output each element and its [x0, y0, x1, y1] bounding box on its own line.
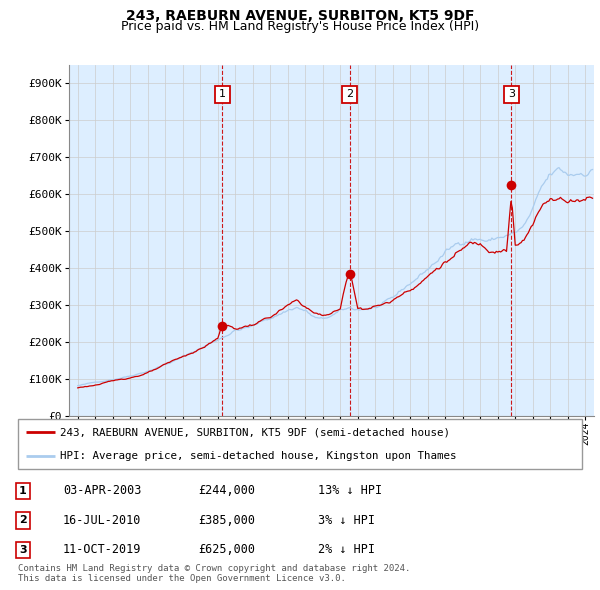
- Text: 3: 3: [508, 90, 515, 100]
- Text: 11-OCT-2019: 11-OCT-2019: [63, 543, 142, 556]
- Text: 3% ↓ HPI: 3% ↓ HPI: [318, 514, 375, 527]
- Text: Contains HM Land Registry data © Crown copyright and database right 2024.
This d: Contains HM Land Registry data © Crown c…: [18, 563, 410, 583]
- Text: 1: 1: [218, 90, 226, 100]
- Text: 243, RAEBURN AVENUE, SURBITON, KT5 9DF (semi-detached house): 243, RAEBURN AVENUE, SURBITON, KT5 9DF (…: [60, 427, 450, 437]
- Text: 13% ↓ HPI: 13% ↓ HPI: [318, 484, 382, 497]
- Text: Price paid vs. HM Land Registry's House Price Index (HPI): Price paid vs. HM Land Registry's House …: [121, 20, 479, 33]
- Text: 243, RAEBURN AVENUE, SURBITON, KT5 9DF: 243, RAEBURN AVENUE, SURBITON, KT5 9DF: [126, 9, 474, 23]
- Text: HPI: Average price, semi-detached house, Kingston upon Thames: HPI: Average price, semi-detached house,…: [60, 451, 457, 461]
- Text: 2% ↓ HPI: 2% ↓ HPI: [318, 543, 375, 556]
- Text: 3: 3: [19, 545, 26, 555]
- Text: £385,000: £385,000: [198, 514, 255, 527]
- Text: 16-JUL-2010: 16-JUL-2010: [63, 514, 142, 527]
- FancyBboxPatch shape: [18, 419, 582, 469]
- Text: 03-APR-2003: 03-APR-2003: [63, 484, 142, 497]
- Text: 2: 2: [346, 90, 353, 100]
- Text: 1: 1: [19, 486, 26, 496]
- Text: £625,000: £625,000: [198, 543, 255, 556]
- Text: 2: 2: [19, 516, 26, 525]
- Text: £244,000: £244,000: [198, 484, 255, 497]
